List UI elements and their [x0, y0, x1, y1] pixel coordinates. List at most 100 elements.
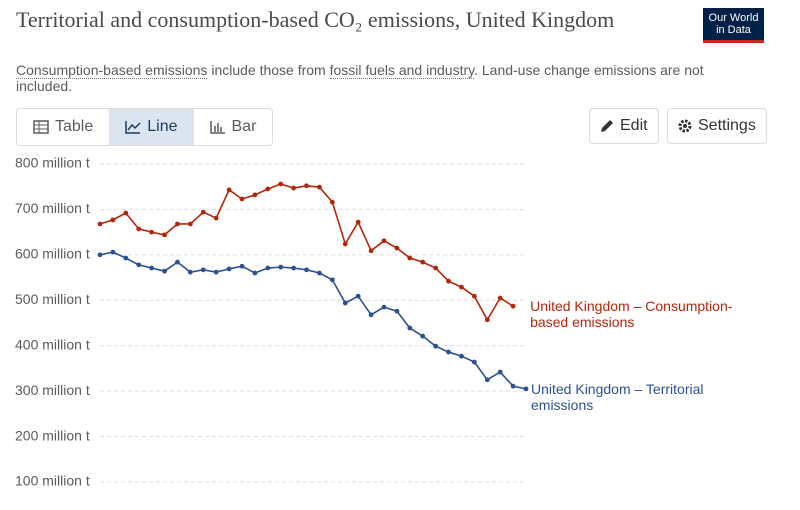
data-point	[291, 265, 297, 271]
tab-label: Table	[55, 118, 94, 135]
data-point	[394, 308, 400, 314]
data-point	[420, 333, 426, 339]
tab-bar: Table Line Bar	[16, 108, 274, 146]
data-point	[136, 262, 142, 268]
y-tick-label: 700 million t	[15, 200, 90, 216]
data-point	[97, 221, 103, 227]
subtitle-link[interactable]: Consumption-based emissions	[16, 62, 208, 79]
data-point	[433, 343, 439, 349]
data-point	[239, 196, 245, 202]
data-point	[291, 185, 297, 191]
series-label: United Kingdom – Consumption-based emiss…	[530, 298, 733, 331]
data-point	[265, 186, 271, 192]
data-point	[342, 300, 348, 306]
data-point	[381, 304, 387, 310]
y-tick-label: 500 million t	[15, 291, 90, 307]
data-point	[497, 295, 503, 301]
data-point	[110, 249, 116, 255]
y-tick-label: 300 million t	[15, 382, 90, 398]
settings-button[interactable]: Settings	[667, 108, 767, 144]
data-point	[394, 245, 400, 251]
data-point	[304, 267, 309, 273]
data-point	[471, 293, 477, 299]
data-point	[510, 383, 516, 389]
data-point	[239, 263, 245, 269]
data-point	[304, 183, 309, 189]
table-tab[interactable]: Table	[17, 109, 109, 145]
data-point	[471, 359, 477, 365]
data-point	[278, 264, 284, 270]
data-point	[226, 266, 232, 272]
line-icon	[125, 121, 141, 134]
series-line	[99, 251, 527, 390]
data-point	[252, 192, 258, 198]
data-point	[136, 226, 142, 232]
data-point	[433, 265, 439, 271]
data-point	[484, 377, 490, 383]
data-point	[265, 265, 271, 271]
data-point	[200, 267, 206, 273]
data-point	[252, 270, 258, 276]
data-point	[123, 255, 129, 261]
data-point	[523, 386, 529, 392]
data-point	[355, 293, 361, 299]
data-point	[97, 252, 103, 258]
edit-button[interactable]: Edit	[589, 108, 659, 144]
data-point	[200, 209, 206, 215]
data-point	[226, 187, 232, 193]
logo[interactable]: Our World in Data	[703, 8, 764, 43]
bar-icon	[209, 121, 225, 134]
y-tick-label: 800 million t	[15, 155, 90, 171]
data-point	[329, 277, 335, 283]
data-point	[162, 268, 167, 274]
data-point	[342, 241, 348, 247]
data-point	[175, 259, 180, 265]
data-point	[329, 199, 335, 205]
gear-icon	[678, 119, 692, 133]
data-point	[187, 221, 193, 227]
bar-tab[interactable]: Bar	[194, 109, 273, 145]
data-point	[213, 269, 219, 275]
y-tick-label: 600 million t	[15, 246, 90, 262]
series-line	[99, 183, 514, 322]
series-label: United Kingdom – Territorial emissions	[531, 380, 704, 413]
data-point	[381, 238, 387, 244]
data-point	[446, 349, 451, 355]
button-label: Edit	[620, 117, 648, 134]
data-point	[510, 303, 516, 309]
subtitle-text: . Land-use change emissions are not incl…	[16, 62, 704, 94]
data-point	[484, 317, 490, 323]
chart-subtitle: Consumption-based emissions include thos…	[16, 62, 736, 94]
data-point	[497, 369, 503, 375]
button-label: Settings	[698, 117, 756, 134]
data-point	[407, 325, 413, 331]
data-point	[317, 270, 322, 276]
y-tick-label: 100 million t	[15, 473, 90, 489]
data-point	[162, 232, 167, 238]
subtitle-text: include those from	[207, 62, 330, 78]
data-point	[446, 278, 451, 284]
data-point	[407, 255, 413, 261]
data-point	[355, 219, 361, 225]
line-tab[interactable]: Line	[109, 109, 194, 145]
data-point	[110, 217, 116, 223]
data-point	[149, 229, 155, 235]
data-point	[368, 248, 374, 254]
subtitle-link[interactable]: fossil fuels and industry	[329, 62, 475, 79]
data-point	[278, 181, 284, 187]
data-point	[317, 184, 322, 190]
table-icon	[33, 120, 49, 134]
y-tick-label: 200 million t	[15, 427, 90, 443]
data-point	[459, 284, 464, 290]
pencil-icon	[601, 120, 613, 132]
data-point	[123, 210, 129, 216]
data-point	[175, 221, 180, 227]
data-point	[149, 265, 155, 271]
chart-title: Territorial and consumption-based CO₂ em…	[16, 7, 615, 32]
data-point	[420, 259, 426, 265]
data-point	[459, 353, 464, 359]
tab-label: Bar	[231, 118, 257, 135]
tab-label: Line	[147, 118, 178, 135]
